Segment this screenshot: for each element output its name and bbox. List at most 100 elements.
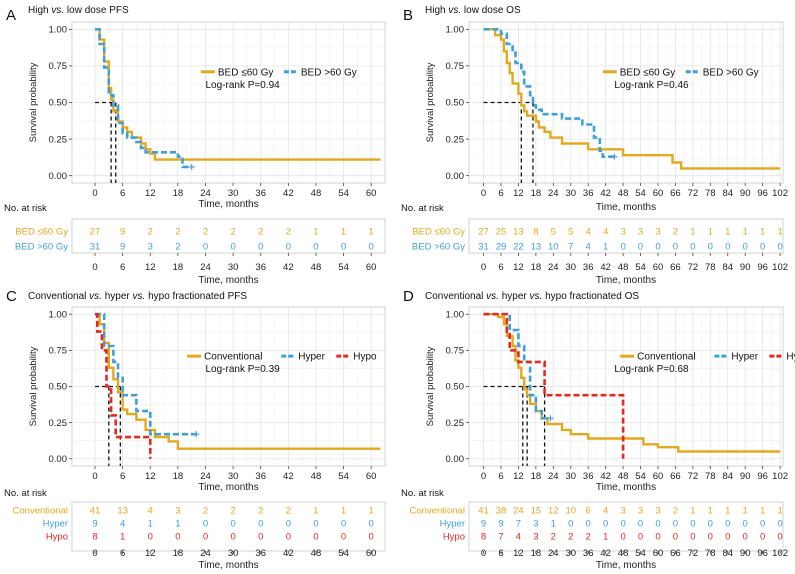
risk-count: 0 bbox=[230, 519, 235, 530]
legend-label: Hyper bbox=[298, 352, 325, 363]
risk-x-tick-label: 24 bbox=[200, 548, 211, 559]
km-curve-hypo bbox=[95, 312, 152, 459]
risk-count: 0 bbox=[369, 532, 374, 543]
y-tick-label: 0.75 bbox=[446, 346, 465, 357]
risk-row-label: BED >60 Gy bbox=[412, 242, 465, 253]
y-tick-label: 1.00 bbox=[49, 309, 68, 320]
risk-count: 0 bbox=[203, 532, 208, 543]
risk-count: 0 bbox=[725, 519, 730, 530]
y-tick-label: 0.75 bbox=[446, 61, 465, 72]
risk-x-tick-label: 54 bbox=[338, 262, 349, 273]
risk-count: 0 bbox=[369, 519, 374, 530]
x-tick-label: 60 bbox=[653, 471, 664, 482]
risk-count: 0 bbox=[203, 519, 208, 530]
x-tick-label: 102 bbox=[772, 471, 788, 482]
risk-x-tick-label: 0 bbox=[92, 262, 97, 273]
risk-count: 0 bbox=[708, 519, 713, 530]
panel-letter: A bbox=[6, 7, 16, 24]
risk-count: 1 bbox=[120, 532, 125, 543]
risk-count: 0 bbox=[708, 532, 713, 543]
risk-count: 2 bbox=[258, 227, 263, 238]
risk-count: 0 bbox=[620, 519, 625, 530]
risk-count: 8 bbox=[533, 227, 538, 238]
risk-count: 3 bbox=[533, 532, 538, 543]
risk-count: 0 bbox=[760, 519, 765, 530]
risk-count: 6 bbox=[586, 506, 591, 517]
legend-label: BED ≤60 Gy bbox=[218, 67, 274, 78]
x-tick-label: 18 bbox=[531, 188, 542, 199]
risk-count: 1 bbox=[551, 519, 556, 530]
risk-count: 0 bbox=[673, 242, 678, 253]
risk-count: 0 bbox=[655, 242, 660, 253]
risk-count: 9 bbox=[120, 242, 125, 253]
risk-x-tick-label: 36 bbox=[255, 548, 266, 559]
legend-label: Conventional bbox=[204, 352, 262, 363]
risk-row-label: BED ≤60 Gy bbox=[412, 227, 465, 238]
risk-count: 13 bbox=[117, 506, 128, 517]
risk-x-tick-label: 60 bbox=[653, 262, 664, 273]
risk-count: 0 bbox=[638, 242, 643, 253]
title-part: vs. bbox=[51, 5, 64, 16]
y-tick-label: 0.00 bbox=[446, 171, 465, 182]
risk-table-box bbox=[468, 218, 784, 254]
risk-x-tick-label: 42 bbox=[600, 548, 611, 559]
risk-count: 0 bbox=[230, 532, 235, 543]
risk-count: 0 bbox=[690, 242, 695, 253]
risk-count: 2 bbox=[286, 506, 291, 517]
risk-count: 8 bbox=[92, 532, 97, 543]
x-tick-label: 90 bbox=[740, 471, 751, 482]
x-tick-label: 12 bbox=[513, 471, 524, 482]
title-part: Conventional bbox=[28, 291, 89, 302]
risk-count: 2 bbox=[230, 227, 235, 238]
risk-count: 27 bbox=[478, 227, 489, 238]
risk-x-tick-label: 6 bbox=[120, 548, 125, 559]
title-part: vs. bbox=[530, 291, 543, 302]
x-tick-label: 102 bbox=[772, 188, 788, 199]
risk-count: 4 bbox=[603, 227, 608, 238]
x-tick-label: 0 bbox=[92, 471, 97, 482]
risk-count: 1 bbox=[777, 227, 782, 238]
risk-count: 1 bbox=[341, 506, 346, 517]
x-tick-label: 48 bbox=[618, 188, 629, 199]
title-part: High bbox=[425, 5, 448, 16]
y-tick-label: 0.25 bbox=[49, 134, 68, 145]
x-tick-label: 0 bbox=[481, 188, 486, 199]
risk-count: 13 bbox=[513, 227, 524, 238]
risk-count: 2 bbox=[551, 532, 556, 543]
risk-x-tick-label: 54 bbox=[338, 548, 349, 559]
risk-x-tick-label: 24 bbox=[548, 548, 559, 559]
risk-x-tick-label: 18 bbox=[173, 262, 184, 273]
risk-count: 13 bbox=[531, 242, 542, 253]
x-tick-label: 84 bbox=[722, 471, 733, 482]
risk-count: 22 bbox=[513, 242, 524, 253]
x-tick-label: 36 bbox=[583, 188, 594, 199]
risk-count: 1 bbox=[708, 227, 713, 238]
panel-title: Conventional vs. hyper vs. hypo fraction… bbox=[425, 291, 639, 302]
y-tick-label: 0.50 bbox=[446, 382, 465, 393]
title-part: low dose OS bbox=[461, 5, 521, 16]
x-tick-label: 18 bbox=[173, 471, 184, 482]
title-part: hypo fractionated PFS bbox=[145, 291, 247, 302]
x-tick-label: 72 bbox=[688, 471, 699, 482]
x-tick-label: 42 bbox=[283, 471, 294, 482]
x-tick-label: 30 bbox=[565, 188, 576, 199]
y-tick-label: 0.50 bbox=[49, 98, 68, 109]
risk-x-tick-label: 42 bbox=[283, 548, 294, 559]
y-axis-label: Survival probability bbox=[425, 62, 436, 142]
risk-count: 1 bbox=[369, 506, 374, 517]
risk-count: 1 bbox=[313, 506, 318, 517]
risk-count: 2 bbox=[148, 227, 153, 238]
risk-count: 0 bbox=[638, 519, 643, 530]
x-tick-label: 30 bbox=[228, 471, 239, 482]
risk-x-tick-label: 18 bbox=[531, 548, 542, 559]
x-tick-label: 48 bbox=[311, 471, 322, 482]
risk-count: 0 bbox=[743, 532, 748, 543]
risk-count: 0 bbox=[743, 519, 748, 530]
risk-count: 1 bbox=[725, 506, 730, 517]
risk-count: 1 bbox=[777, 506, 782, 517]
legend-label: BED ≤60 Gy bbox=[620, 67, 676, 78]
risk-count: 10 bbox=[565, 506, 576, 517]
x-tick-label: 54 bbox=[338, 188, 349, 199]
title-part: vs. bbox=[486, 291, 499, 302]
